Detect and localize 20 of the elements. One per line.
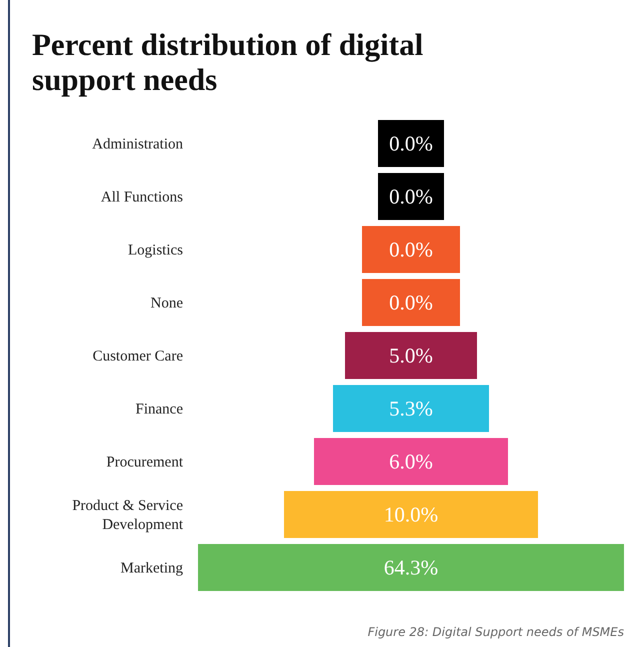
category-label: Administration xyxy=(92,136,184,152)
category-label: All Functions xyxy=(100,190,184,206)
category-label: Customer Care xyxy=(92,348,184,364)
data-label: 0.0% xyxy=(389,184,433,208)
text: Percent distribution of digital support needs xyxy=(32,27,424,97)
data-label: 6.0% xyxy=(389,450,433,474)
caption: Figure 28: Digital Support needs of MSMEs xyxy=(368,625,624,639)
category-label: None xyxy=(150,296,184,312)
data-label: 10.0% xyxy=(384,502,438,526)
data-label: 5.0% xyxy=(389,344,433,368)
category-label: Marketing xyxy=(120,560,184,576)
category-label: Logistics xyxy=(128,242,184,258)
data-label: 0.0% xyxy=(389,238,433,262)
data-label: 0.0% xyxy=(389,290,433,314)
category-label: Product & Service Development xyxy=(72,498,184,533)
data-label: 0.0% xyxy=(389,132,433,156)
data-label: 64.3% xyxy=(384,556,438,580)
category-label: Finance xyxy=(136,402,184,418)
data-label: 5.3% xyxy=(389,396,433,420)
category-label: Procurement xyxy=(106,454,184,470)
